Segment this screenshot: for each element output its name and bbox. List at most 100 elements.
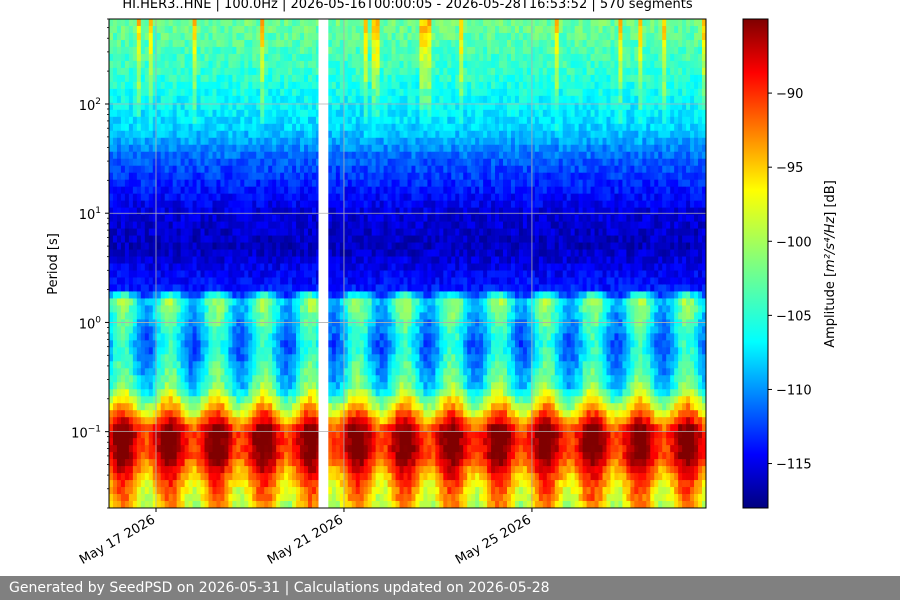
- heatmap-cell: [371, 452, 377, 460]
- heatmap-cell: [136, 39, 142, 48]
- heatmap-cell: [236, 88, 241, 97]
- heatmap-cell: [367, 382, 373, 390]
- heatmap-cell: [379, 144, 385, 153]
- heatmap-cell: [208, 74, 214, 83]
- heatmap-cell: [311, 116, 317, 125]
- heatmap-cell: [160, 60, 166, 69]
- heatmap-cell: [200, 186, 206, 195]
- heatmap-cell: [164, 480, 170, 488]
- heatmap-cell: [355, 81, 361, 90]
- heatmap-cell: [212, 473, 218, 481]
- heatmap-cell: [371, 298, 377, 307]
- heatmap-cell: [300, 123, 305, 132]
- heatmap-cell: [136, 396, 142, 404]
- heatmap-cell: [304, 179, 309, 188]
- heatmap-cell: [363, 389, 369, 397]
- heatmap-cell: [109, 452, 114, 460]
- heatmap-cell: [112, 305, 118, 313]
- heatmap-cell: [284, 172, 289, 181]
- heatmap-cell: [196, 19, 202, 27]
- heatmap-cell: [288, 25, 293, 34]
- heatmap-cell: [331, 249, 337, 258]
- heatmap-cell: [383, 256, 389, 265]
- heatmap-cell: [359, 480, 365, 488]
- heatmap-cell: [224, 382, 229, 390]
- heatmap-cell: [272, 95, 277, 104]
- heatmap-cell: [343, 151, 349, 160]
- heatmap-cell: [196, 312, 202, 320]
- heatmap-cell: [204, 459, 210, 467]
- heatmap-cell: [109, 291, 114, 300]
- heatmap-cell: [399, 116, 405, 125]
- heatmap-cell: [252, 158, 257, 167]
- heatmap-cell: [264, 270, 269, 279]
- heatmap-cell: [208, 81, 214, 90]
- heatmap-cell: [300, 424, 305, 432]
- heatmap-cell: [355, 424, 361, 432]
- heatmap-cell: [152, 410, 158, 418]
- heatmap-cell: [355, 480, 361, 488]
- heatmap-cell: [228, 431, 233, 439]
- heatmap-cell: [343, 25, 349, 34]
- heatmap-cell: [176, 81, 182, 90]
- heatmap-cell: [335, 473, 341, 481]
- heatmap-cell: [236, 354, 241, 362]
- heatmap-cell: [375, 53, 381, 62]
- heatmap-cell: [375, 431, 381, 439]
- heatmap-cell: [168, 382, 174, 390]
- heatmap-cell: [128, 312, 134, 320]
- heatmap-cell: [272, 501, 277, 508]
- heatmap-cell: [268, 235, 273, 244]
- heatmap-cell: [343, 305, 349, 313]
- heatmap-cell: [224, 186, 229, 195]
- heatmap-cell: [144, 172, 150, 181]
- heatmap-cell: [268, 333, 273, 341]
- heatmap-cell: [292, 291, 297, 300]
- heatmap-cell: [200, 494, 206, 502]
- heatmap-cell: [335, 74, 341, 83]
- heatmap-cell: [371, 242, 377, 251]
- heatmap-cell: [120, 165, 126, 174]
- heatmap-cell: [395, 438, 401, 446]
- heatmap-cell: [256, 172, 261, 181]
- heatmap-cell: [208, 53, 214, 62]
- heatmap-cell: [236, 403, 241, 411]
- heatmap-cell: [160, 277, 166, 286]
- heatmap-cell: [136, 32, 142, 41]
- heatmap-cell: [315, 214, 321, 223]
- heatmap-cell: [363, 501, 369, 508]
- heatmap-cell: [276, 67, 281, 76]
- heatmap-cell: [128, 60, 134, 69]
- heatmap-cell: [300, 256, 305, 265]
- heatmap-cell: [315, 473, 321, 481]
- heatmap-cell: [268, 431, 273, 439]
- heatmap-cell: [128, 200, 134, 209]
- heatmap-cell: [148, 39, 154, 48]
- heatmap-cell: [256, 249, 261, 258]
- heatmap-cell: [272, 249, 277, 258]
- heatmap-cell: [331, 326, 337, 334]
- heatmap-cell: [220, 60, 226, 69]
- heatmap-cell: [124, 137, 130, 146]
- heatmap-cell: [343, 158, 349, 167]
- heatmap-cell: [327, 382, 333, 390]
- heatmap-cell: [335, 403, 341, 411]
- heatmap-cell: [109, 242, 114, 251]
- heatmap-cell: [152, 123, 158, 132]
- heatmap-cell: [204, 424, 210, 432]
- heatmap-cell: [184, 242, 190, 251]
- heatmap-cell: [112, 326, 118, 334]
- heatmap-cell: [347, 53, 353, 62]
- heatmap-cell: [240, 270, 245, 279]
- heatmap-cell: [395, 452, 401, 460]
- heatmap-cell: [268, 347, 273, 355]
- heatmap-cell: [144, 480, 150, 488]
- heatmap-cell: [379, 165, 385, 174]
- heatmap-cell: [284, 410, 289, 418]
- heatmap-cell: [168, 221, 174, 230]
- heatmap-cell: [375, 221, 381, 230]
- heatmap-cell: [335, 158, 341, 167]
- heatmap-cell: [347, 74, 353, 83]
- heatmap-cell: [268, 326, 273, 334]
- heatmap-cell: [315, 130, 321, 139]
